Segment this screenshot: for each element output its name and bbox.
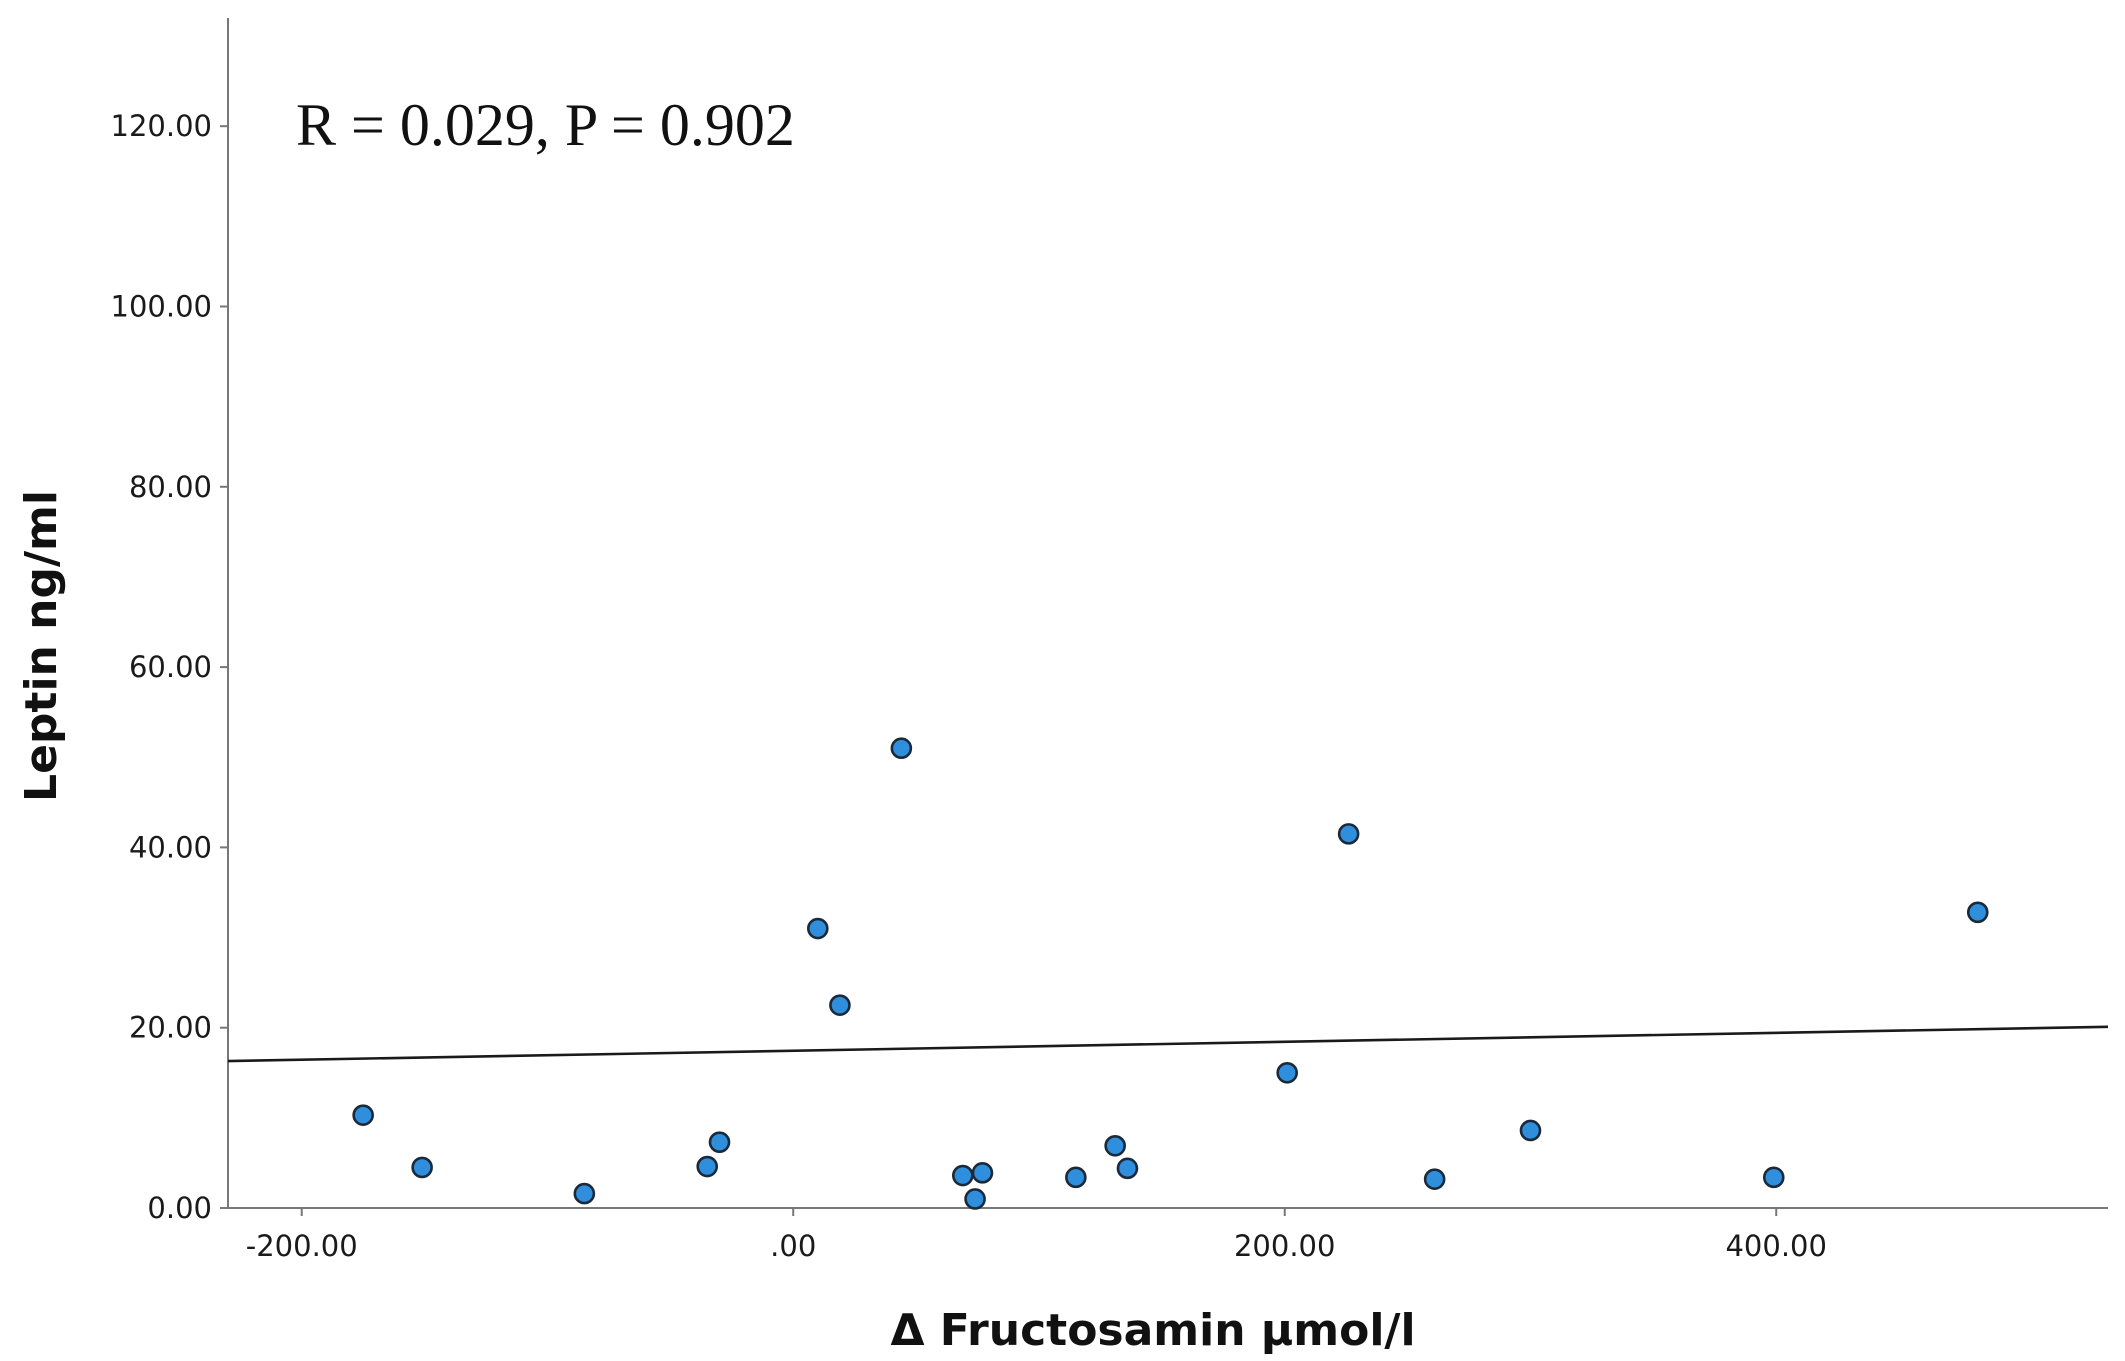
data-point <box>964 1188 986 1210</box>
y-tick-label: 20.00 <box>129 1011 212 1045</box>
correlation-annotation: R = 0.029, P = 0.902 <box>296 92 795 158</box>
y-tick-label: 40.00 <box>129 830 212 864</box>
data-point <box>971 1162 994 1184</box>
y-tick-label: 60.00 <box>129 650 212 684</box>
x-tick-label: 200.00 <box>1234 1229 1335 1263</box>
y-axis-ticks: 0.00 20.00 40.00 60.00 80.00 100.00 120.00 <box>111 109 228 1225</box>
x-tick-label: .00 <box>770 1229 816 1263</box>
data-point <box>1065 1166 1087 1189</box>
data-points <box>352 737 1989 1210</box>
regression-line <box>227 1025 2109 1063</box>
data-point <box>708 1131 731 1153</box>
data-point <box>829 994 851 1016</box>
data-point <box>1104 1134 1126 1157</box>
plot-frame <box>227 18 2108 1209</box>
y-tick-label: 0.00 <box>147 1191 212 1225</box>
data-point <box>696 1155 719 1178</box>
data-point <box>352 1104 374 1126</box>
data-point <box>1116 1157 1139 1180</box>
data-point <box>890 737 913 760</box>
y-tick-label: 120.00 <box>111 109 212 143</box>
data-point <box>1337 823 1360 845</box>
regression-line-group <box>227 1025 2109 1063</box>
x-tick-label: -200.00 <box>246 1229 358 1263</box>
x-axis-ticks: -200.00 .00 200.00 400.00 <box>246 1208 1827 1263</box>
data-point <box>951 1164 974 1187</box>
data-point <box>1519 1119 1542 1142</box>
data-point <box>1966 901 1989 924</box>
y-tick-label: 100.00 <box>111 289 212 323</box>
data-point <box>573 1182 596 1205</box>
x-tick-label: 400.00 <box>1725 1229 1826 1263</box>
data-point <box>1276 1061 1298 1084</box>
x-axis-title: Δ Fructosamin µmol/l <box>890 1305 1415 1356</box>
data-point <box>1423 1168 1446 1190</box>
data-point <box>1762 1166 1785 1189</box>
data-point <box>411 1156 433 1179</box>
y-tick-label: 80.00 <box>129 470 212 504</box>
data-point <box>807 917 829 940</box>
y-axis-title: Leptin ng/ml <box>16 490 67 802</box>
